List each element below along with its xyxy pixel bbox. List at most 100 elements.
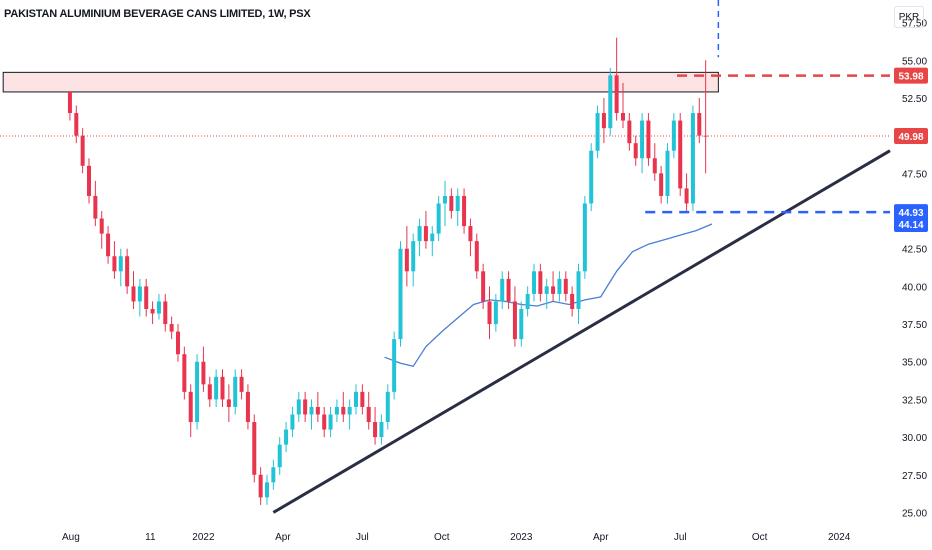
price-badge: [894, 67, 928, 84]
candle-body: [640, 120, 645, 159]
candle-body: [678, 120, 683, 189]
candle-body: [544, 286, 549, 294]
candle-body: [474, 241, 479, 272]
price-badge: [894, 127, 928, 144]
currency-button[interactable]: PKR: [894, 6, 924, 28]
y-axis-tick-label: 55.00: [902, 56, 927, 67]
candle-body: [468, 226, 473, 242]
candle-body: [627, 120, 632, 144]
candle-body: [671, 120, 676, 151]
candle-body: [404, 248, 409, 272]
resistance-zone: [2, 71, 719, 93]
candle-body: [201, 361, 206, 385]
y-axis-tick-label: 40.00: [902, 282, 927, 293]
y-axis-tick-label: 32.50: [902, 395, 927, 406]
candle-body: [646, 120, 651, 159]
candle-body: [563, 278, 568, 294]
candle-body: [137, 286, 142, 302]
y-axis-tick-label: 27.50: [902, 471, 927, 482]
candle-body: [665, 150, 670, 196]
candle-body: [296, 399, 301, 415]
candle-body: [411, 241, 416, 272]
candle-body: [652, 158, 657, 174]
candle-body: [226, 399, 231, 407]
candle-body: [290, 414, 295, 430]
candle-body: [93, 195, 98, 219]
candle-body: [67, 91, 72, 114]
y-axis-tick-label: 47.50: [902, 169, 927, 180]
candle-body: [500, 278, 505, 302]
candle-body: [551, 286, 556, 294]
candle-body: [493, 301, 498, 325]
x-axis-tick-label: Jul: [674, 532, 687, 543]
x-axis-tick-label: Jul: [356, 532, 369, 543]
candle-body: [398, 248, 403, 340]
candle-body: [341, 406, 346, 415]
candle-body: [360, 391, 365, 407]
candle-body: [233, 376, 238, 407]
candle-body: [334, 406, 339, 415]
candle-body: [538, 271, 543, 294]
candle-body: [74, 113, 79, 136]
candle-body: [207, 384, 212, 400]
x-axis-tick-label: 2023: [510, 532, 533, 543]
candle-body: [80, 135, 85, 166]
x-axis-tick-label: Oct: [434, 532, 450, 543]
candle-body: [589, 150, 594, 204]
y-axis-tick-label: 52.50: [902, 94, 927, 105]
candle-body: [595, 113, 600, 151]
x-axis-tick-label: 2022: [192, 532, 215, 543]
price-badge-label: 44.14: [898, 220, 923, 231]
candle-body: [423, 226, 428, 242]
candle-body: [131, 286, 136, 302]
candle-body: [112, 256, 117, 272]
candle-body: [271, 467, 276, 483]
support-trendline: [272, 149, 891, 514]
candle-body: [690, 113, 695, 204]
candle-body: [633, 143, 638, 159]
candle-body: [195, 361, 200, 423]
candle-body: [322, 414, 327, 430]
y-axis-tick-label: 25.00: [902, 508, 927, 519]
y-axis-tick-label: 37.50: [902, 320, 927, 331]
price-badge-label: 53.98: [898, 72, 923, 83]
candle-body: [582, 203, 587, 272]
candle-body: [436, 203, 441, 234]
candle-body: [182, 354, 187, 392]
candle-body: [532, 271, 536, 294]
candle-body: [277, 444, 282, 468]
candle-body: [220, 376, 225, 400]
candle-body: [570, 293, 575, 309]
price-badge-label: 49.98: [898, 132, 923, 143]
candle-body: [188, 391, 193, 423]
candle-body: [258, 474, 263, 498]
candle-body: [245, 391, 250, 423]
x-axis-tick-label: Aug: [62, 532, 80, 543]
candle-body: [392, 339, 397, 392]
candle-body: [430, 233, 435, 242]
candle-body: [385, 391, 390, 423]
candle-body: [214, 376, 219, 400]
x-axis-tick-label: 11: [145, 532, 156, 543]
candle-body: [354, 391, 358, 407]
candle-body: [443, 195, 447, 204]
candle-body: [417, 226, 422, 242]
candle-body: [315, 406, 320, 415]
x-axis-tick-label: Oct: [752, 532, 768, 543]
candle-body: [265, 482, 269, 498]
candle-body: [506, 278, 511, 302]
candle-body: [150, 308, 155, 314]
candle-body: [512, 301, 517, 340]
y-axis-tick-label: 35.00: [902, 358, 927, 369]
candle-body: [379, 422, 384, 438]
candle-body: [576, 271, 581, 309]
candle-body: [169, 324, 174, 332]
candle-body: [328, 414, 333, 430]
candle-body: [684, 188, 689, 204]
candle-body: [487, 301, 492, 325]
price-badge: [894, 215, 928, 232]
candle-body: [87, 165, 91, 196]
price-badge-label: 44.93: [898, 208, 923, 219]
candle-body: [557, 278, 562, 294]
